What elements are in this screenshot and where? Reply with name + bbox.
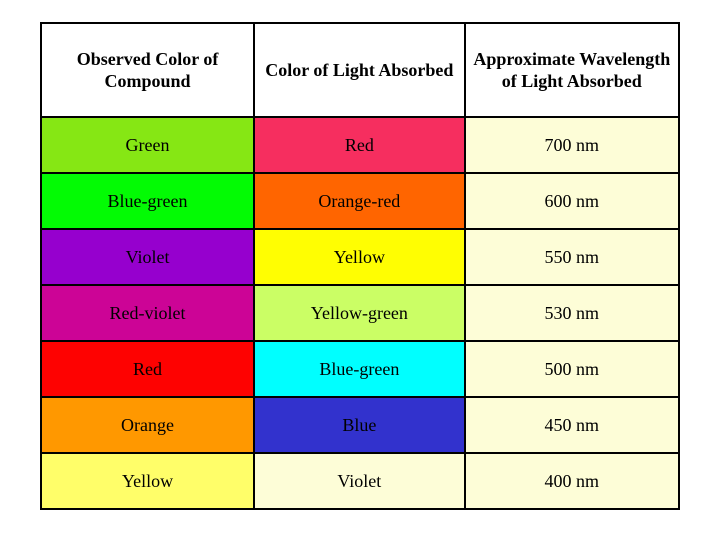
cell-absorbed: Violet (254, 453, 465, 509)
cell-wavelength: 530 nm (465, 285, 679, 341)
cell-observed: Red (41, 341, 254, 397)
color-wavelength-table: Observed Color of Compound Color of Ligh… (40, 22, 680, 510)
table-header-row: Observed Color of Compound Color of Ligh… (41, 23, 679, 117)
table-row: Red-violetYellow-green530 nm (41, 285, 679, 341)
table-body: GreenRed700 nmBlue-greenOrange-red600 nm… (41, 117, 679, 509)
cell-wavelength: 600 nm (465, 173, 679, 229)
col-header-observed: Observed Color of Compound (41, 23, 254, 117)
col-header-absorbed: Color of Light Absorbed (254, 23, 465, 117)
cell-absorbed: Yellow-green (254, 285, 465, 341)
cell-absorbed: Orange-red (254, 173, 465, 229)
table-row: OrangeBlue450 nm (41, 397, 679, 453)
cell-observed: Yellow (41, 453, 254, 509)
table-row: Blue-greenOrange-red600 nm (41, 173, 679, 229)
cell-wavelength: 500 nm (465, 341, 679, 397)
table-row: VioletYellow550 nm (41, 229, 679, 285)
cell-observed: Red-violet (41, 285, 254, 341)
cell-wavelength: 700 nm (465, 117, 679, 173)
cell-observed: Orange (41, 397, 254, 453)
cell-wavelength: 450 nm (465, 397, 679, 453)
cell-absorbed: Blue (254, 397, 465, 453)
table-row: GreenRed700 nm (41, 117, 679, 173)
table-row: RedBlue-green500 nm (41, 341, 679, 397)
cell-wavelength: 400 nm (465, 453, 679, 509)
cell-absorbed: Red (254, 117, 465, 173)
cell-absorbed: Blue-green (254, 341, 465, 397)
cell-absorbed: Yellow (254, 229, 465, 285)
cell-wavelength: 550 nm (465, 229, 679, 285)
cell-observed: Blue-green (41, 173, 254, 229)
cell-observed: Green (41, 117, 254, 173)
table-row: YellowViolet400 nm (41, 453, 679, 509)
cell-observed: Violet (41, 229, 254, 285)
col-header-wavelength: Approximate Wavelength of Light Absorbed (465, 23, 679, 117)
